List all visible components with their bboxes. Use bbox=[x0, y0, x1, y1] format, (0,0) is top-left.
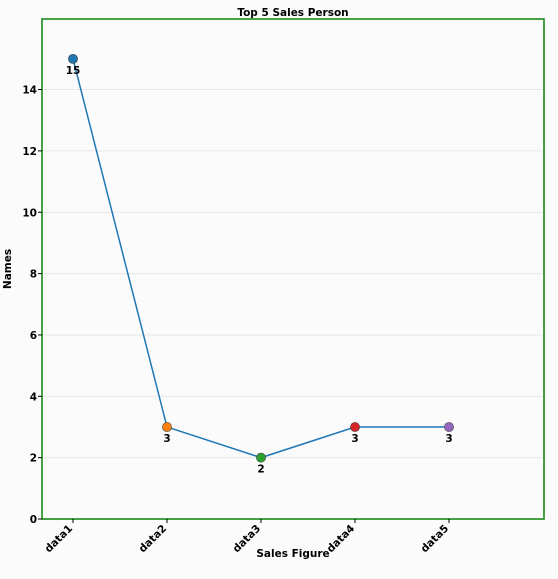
data-point bbox=[444, 422, 454, 432]
y-tick-label: 2 bbox=[30, 453, 37, 465]
y-tick-label: 12 bbox=[22, 146, 37, 158]
data-label: 2 bbox=[257, 464, 264, 476]
y-axis: 0 2 4 6 8 10 12 14 bbox=[22, 85, 42, 526]
grid-lines bbox=[42, 89, 544, 459]
data-point bbox=[68, 53, 78, 64]
data-label: 3 bbox=[351, 433, 358, 445]
data-point bbox=[162, 422, 172, 432]
plot-frame bbox=[41, 18, 545, 520]
chart-title: Top 5 Sales Person bbox=[237, 7, 348, 19]
data-point bbox=[256, 452, 266, 463]
x-axis-title: Sales Figure bbox=[256, 548, 329, 560]
y-tick-label: 0 bbox=[30, 514, 37, 526]
data-label: 15 bbox=[66, 65, 81, 77]
data-point bbox=[350, 422, 360, 432]
y-tick-label: 14 bbox=[22, 85, 37, 97]
y-tick-label: 6 bbox=[30, 330, 37, 342]
y-axis-title: Names bbox=[2, 249, 14, 289]
y-tick-label: 8 bbox=[30, 269, 37, 281]
data-labels: 15 3 2 3 3 bbox=[66, 65, 453, 476]
data-label: 3 bbox=[163, 433, 170, 445]
data-label: 3 bbox=[445, 433, 452, 445]
series-sales bbox=[68, 53, 454, 463]
y-tick-label: 4 bbox=[30, 391, 37, 403]
y-tick-label: 10 bbox=[22, 207, 37, 219]
